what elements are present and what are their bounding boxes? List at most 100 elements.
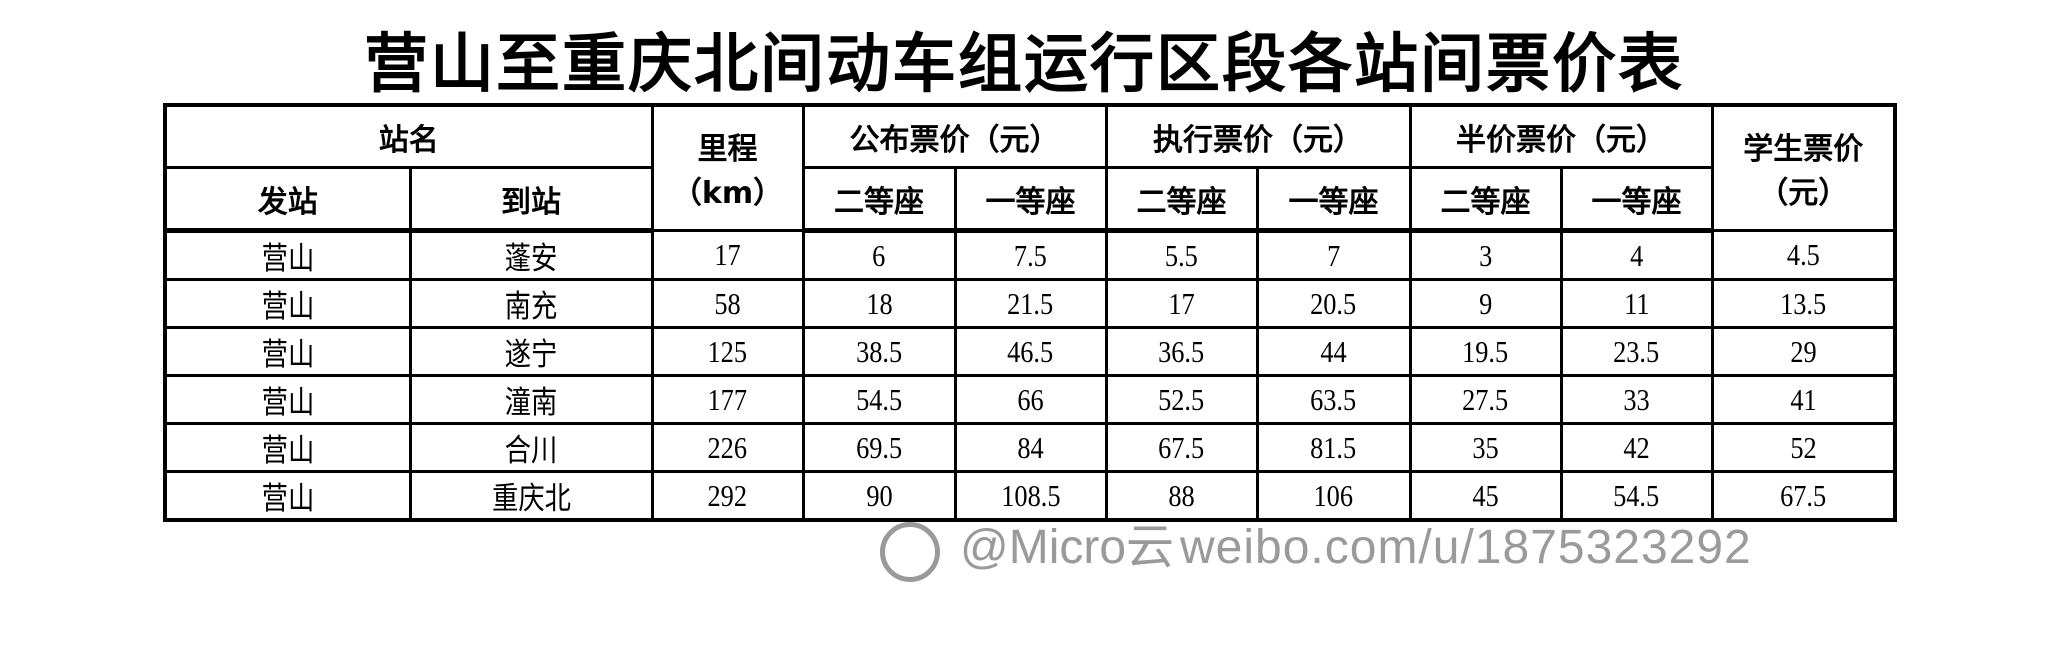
cell-from: 营山 [163, 326, 412, 377]
cell-from-text: 营山 [261, 289, 315, 324]
cell-pub1: 84 [953, 422, 1108, 473]
cell-half1-text: 23.5 [1613, 333, 1660, 369]
cell-pub2: 90 [801, 470, 957, 522]
cell-pub1: 21.5 [953, 278, 1108, 329]
header-half-first: 一等座 [1559, 166, 1714, 233]
cell-half2: 9 [1408, 278, 1563, 329]
header-published-first: 一等座 [953, 166, 1108, 233]
cell-to: 蓬安 [408, 229, 654, 281]
cell-km-text: 125 [707, 333, 748, 369]
cell-exe2-text: 88 [1168, 477, 1195, 513]
table-row: 营山 南充 58 18 21.5 17 20.5 9 11 13.5 [163, 278, 1897, 329]
header-to: 到站 [408, 166, 654, 233]
watermark-handle: @Micro云 [960, 521, 1175, 574]
header-executed-first: 一等座 [1255, 166, 1412, 233]
cell-pub1: 108.5 [953, 470, 1108, 522]
cell-half2: 19.5 [1408, 326, 1563, 377]
cell-student: 52 [1710, 422, 1897, 473]
cell-half2-text: 35 [1472, 429, 1499, 465]
header-distance-label: 里程 [697, 132, 758, 167]
cell-km: 17 [650, 229, 805, 281]
header-executed-second: 二等座 [1104, 166, 1259, 233]
cell-half1-text: 42 [1623, 429, 1650, 465]
weibo-logo-icon [880, 522, 940, 582]
header-student-label: 学生票价 [1743, 132, 1864, 167]
cell-exe1-text: 63.5 [1310, 381, 1357, 417]
cell-km: 292 [650, 470, 805, 522]
table-row: 营山 合川 226 69.5 84 67.5 81.5 35 42 52 [163, 422, 1897, 473]
watermark-url: weibo.com/u/1875323292 [1180, 521, 1752, 574]
cell-half1: 33 [1559, 374, 1714, 425]
table-row: 营山 遂宁 125 38.5 46.5 36.5 44 19.5 23.5 29 [163, 326, 1897, 377]
cell-half2: 45 [1408, 470, 1563, 522]
header-from: 发站 [163, 166, 412, 233]
header-student-fare: 学生票价 （元） [1710, 103, 1897, 232]
page-title: 营山至重庆北间动车组运行区段各站间票价表 [364, 28, 1684, 102]
cell-from: 营山 [163, 374, 412, 425]
cell-student-text: 52 [1790, 429, 1817, 465]
cell-exe1-text: 7 [1326, 237, 1341, 273]
cell-half2: 3 [1408, 229, 1563, 281]
cell-exe1: 63.5 [1255, 374, 1412, 425]
cell-to-text: 遂宁 [504, 337, 558, 372]
cell-exe2: 52.5 [1104, 374, 1259, 425]
header-half-fare: 半价票价（元） [1408, 103, 1714, 169]
cell-student: 13.5 [1710, 278, 1897, 329]
cell-exe1: 106 [1255, 470, 1412, 522]
header-executed-fare: 执行票价（元） [1104, 103, 1412, 169]
cell-pub1-text: 46.5 [1007, 333, 1054, 369]
cell-from-text: 营山 [261, 337, 315, 372]
cell-from-text: 营山 [261, 241, 315, 276]
cell-half2: 35 [1408, 422, 1563, 473]
cell-to: 重庆北 [408, 470, 654, 522]
header-published-fare: 公布票价（元） [801, 103, 1108, 169]
cell-pub2-text: 6 [872, 237, 886, 273]
cell-exe2: 17 [1104, 278, 1259, 329]
cell-half1-text: 54.5 [1613, 477, 1660, 513]
cell-half2-text: 3 [1478, 237, 1493, 273]
cell-exe1-text: 20.5 [1310, 285, 1357, 321]
cell-exe2-text: 17 [1168, 285, 1195, 321]
cell-exe1-text: 81.5 [1310, 429, 1357, 465]
cell-student-text: 29 [1790, 333, 1817, 369]
header-published-second: 二等座 [801, 166, 957, 233]
cell-pub2-text: 18 [865, 285, 893, 321]
cell-km: 226 [650, 422, 805, 473]
cell-exe2-text: 67.5 [1158, 429, 1205, 465]
cell-pub1: 46.5 [953, 326, 1108, 377]
fare-table: 站名 里程 （km） 公布票价（元） 执行票价（元） 半价票价（元） 学生票价 （元… [163, 103, 1897, 522]
cell-pub1-text: 7.5 [1014, 237, 1047, 273]
cell-pub2: 6 [801, 229, 957, 281]
cell-pub1-text: 108.5 [1000, 477, 1061, 513]
cell-pub1-text: 66 [1017, 381, 1044, 417]
cell-exe2: 67.5 [1104, 422, 1259, 473]
cell-from-text: 营山 [261, 481, 315, 516]
cell-from: 营山 [163, 229, 412, 281]
cell-half2-text: 9 [1478, 285, 1493, 321]
cell-from: 营山 [163, 422, 412, 473]
cell-to: 潼南 [408, 374, 654, 425]
cell-half1-text: 33 [1623, 381, 1650, 417]
header-half-second: 二等座 [1408, 166, 1563, 233]
cell-half1-text: 4 [1629, 237, 1644, 273]
cell-km-text: 226 [707, 429, 748, 465]
cell-km: 177 [650, 374, 805, 425]
cell-to: 遂宁 [408, 326, 654, 377]
header-student-unit: （元） [1758, 176, 1849, 211]
cell-to: 合川 [408, 422, 654, 473]
cell-to-text: 合川 [504, 433, 558, 468]
cell-half1: 42 [1559, 422, 1714, 473]
cell-pub2-text: 54.5 [855, 381, 903, 417]
cell-pub1: 66 [953, 374, 1108, 425]
header-distance: 里程 （km） [650, 103, 805, 232]
table-row: 营山 潼南 177 54.5 66 52.5 63.5 27.5 33 41 [163, 374, 1897, 425]
cell-from: 营山 [163, 278, 412, 329]
cell-exe2-text: 36.5 [1158, 333, 1205, 369]
cell-pub2-text: 38.5 [855, 333, 903, 369]
cell-pub1-text: 21.5 [1007, 285, 1054, 321]
table-row: 营山 重庆北 292 90 108.5 88 106 45 54.5 67.5 [163, 470, 1897, 522]
cell-student: 29 [1710, 326, 1897, 377]
cell-half2-text: 45 [1472, 477, 1499, 513]
cell-pub2: 18 [801, 278, 957, 329]
cell-exe1: 81.5 [1255, 422, 1412, 473]
